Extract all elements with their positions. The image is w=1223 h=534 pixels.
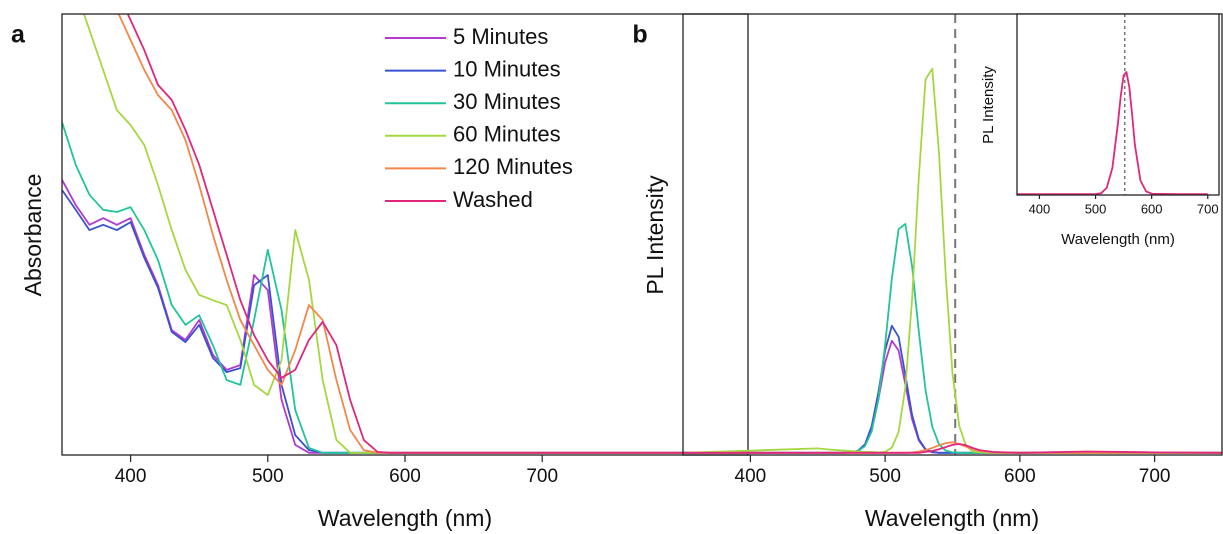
plot-frame	[1016, 13, 1220, 196]
panel-label: a	[11, 21, 26, 49]
x-axis-label: Wavelength (nm)	[318, 505, 492, 531]
y-axis-label: PL Intensity	[980, 66, 997, 144]
series-line	[1017, 71, 1208, 195]
series-line	[126, 14, 748, 454]
x-tick-label: 500	[869, 466, 901, 487]
plot-frame	[682, 13, 1223, 456]
x-tick-label: 600	[389, 466, 421, 487]
x-tick-label: 400	[115, 466, 147, 487]
legend-label: 60 Minutes	[453, 122, 561, 147]
x-tick-label: 500	[252, 466, 284, 487]
plot-area	[683, 14, 1222, 455]
legend-label: 30 Minutes	[453, 89, 561, 114]
x-tick-label: 400	[1029, 201, 1051, 216]
plot-area	[1017, 14, 1208, 195]
x-axis-label: Wavelength (nm)	[865, 505, 1039, 531]
x-tick-label: 500	[1085, 201, 1107, 216]
x-tick-label: 400	[735, 466, 767, 487]
series-line	[683, 443, 1222, 454]
inset-background	[1017, 14, 1219, 195]
x-tick-label: 700	[1139, 466, 1171, 487]
legend-label: 5 Minutes	[453, 24, 548, 49]
y-axis-label: PL Intensity	[642, 175, 668, 295]
x-tick-label: 600	[1004, 466, 1036, 487]
legend-label: 10 Minutes	[453, 56, 561, 81]
x-tick-label: 700	[526, 466, 558, 487]
x-tick-label: 600	[1141, 201, 1163, 216]
panel-label: b	[632, 21, 647, 49]
x-tick-label: 700	[1197, 201, 1219, 216]
legend-label: 120 Minutes	[453, 154, 573, 179]
x-axis-label: Wavelength (nm)	[1061, 231, 1175, 248]
plot-area	[62, 14, 748, 454]
y-axis-label: Absorbance	[20, 174, 46, 297]
legend-label: Washed	[453, 187, 533, 212]
